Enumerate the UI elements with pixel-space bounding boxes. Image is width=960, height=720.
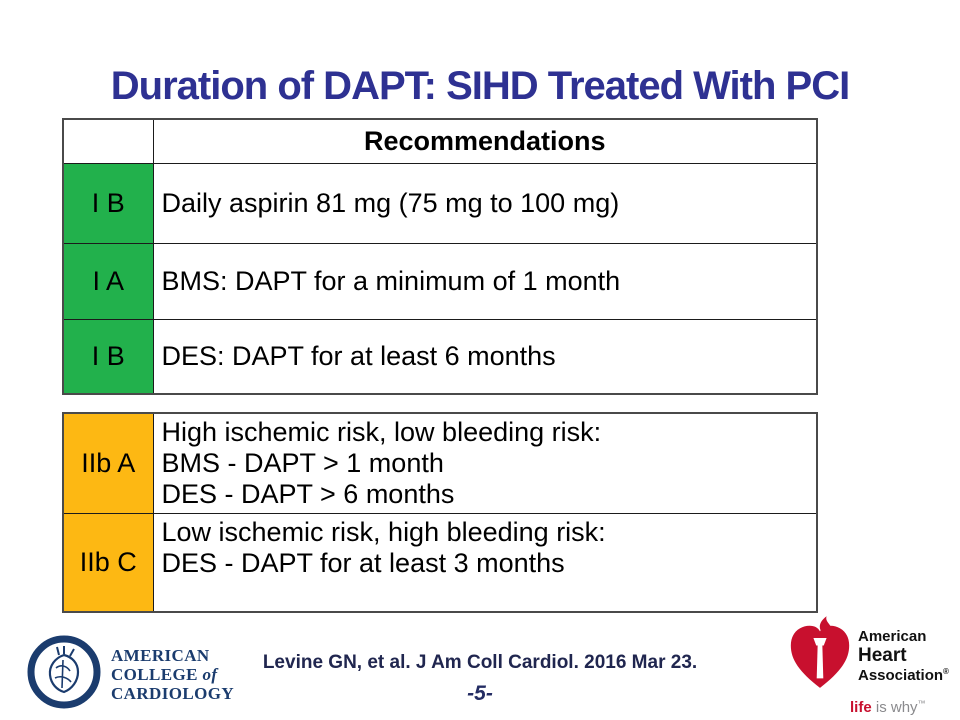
acc-line-american: AMERICAN <box>111 646 210 665</box>
aha-heart-torch-icon <box>788 616 852 695</box>
aha-logo: American Heart Association® life is why™ <box>788 616 953 716</box>
aha-line-association: Association® <box>858 666 949 684</box>
cor-loe-badge: I A <box>62 242 154 320</box>
page-title: Duration of DAPT: SIHD Treated With PCI <box>110 64 850 108</box>
table-row: IIb C Low ischemic risk, high bleeding r… <box>62 512 818 613</box>
recommendation-text: High ischemic risk, low bleeding risk: B… <box>152 412 818 514</box>
table-row: IIb A High ischemic risk, low bleeding r… <box>62 412 818 514</box>
acc-emblem-icon <box>26 634 102 715</box>
citation-text: Levine GN, et al. J Am Coll Cardiol. 201… <box>262 652 698 673</box>
recommendation-text: Low ischemic risk, high bleeding risk: D… <box>152 512 818 613</box>
acc-line-cardiology: CARDIOLOGY <box>111 684 235 703</box>
recommendation-text: Daily aspirin 81 mg (75 mg to 100 mg) <box>152 162 818 244</box>
recommendation-text: DES: DAPT for at least 6 months <box>152 318 818 395</box>
aha-logo-text: American Heart Association® <box>858 629 949 683</box>
acc-logo: AMERICAN COLLEGE of CARDIOLOGY <box>26 634 234 715</box>
table-row: I B DES: DAPT for at least 6 months <box>62 318 818 395</box>
aha-line-american: American <box>858 627 927 645</box>
tagline-life: life <box>850 699 872 716</box>
recommendations-header: Recommendations <box>152 118 818 164</box>
table-row: I A BMS: DAPT for a minimum of 1 month <box>62 242 818 320</box>
cor-loe-badge: I B <box>62 162 154 244</box>
trademark-mark: ™ <box>917 699 926 708</box>
class-i-recommendations-table: Recommendations I B Daily aspirin 81 mg … <box>62 118 818 395</box>
cor-loe-badge: IIb A <box>62 412 154 514</box>
table-header-row: Recommendations <box>62 118 818 164</box>
aha-tagline: life is why™ <box>850 699 953 716</box>
recommendation-text: BMS: DAPT for a minimum of 1 month <box>152 242 818 320</box>
registered-mark: ® <box>943 666 949 676</box>
acc-logo-text: AMERICAN COLLEGE of CARDIOLOGY <box>111 646 234 703</box>
cor-loe-badge: IIb C <box>62 512 154 613</box>
corner-cell <box>62 118 154 164</box>
acc-line-of: of <box>202 665 218 684</box>
aha-line-heart: Heart <box>858 644 907 666</box>
class-iib-recommendations-table: IIb A High ischemic risk, low bleeding r… <box>62 412 818 613</box>
cor-loe-badge: I B <box>62 318 154 395</box>
tagline-is-why: is why <box>871 699 918 716</box>
table-row: I B Daily aspirin 81 mg (75 mg to 100 mg… <box>62 162 818 244</box>
page-number: -5- <box>467 682 493 705</box>
acc-line-college: COLLEGE <box>111 665 203 684</box>
